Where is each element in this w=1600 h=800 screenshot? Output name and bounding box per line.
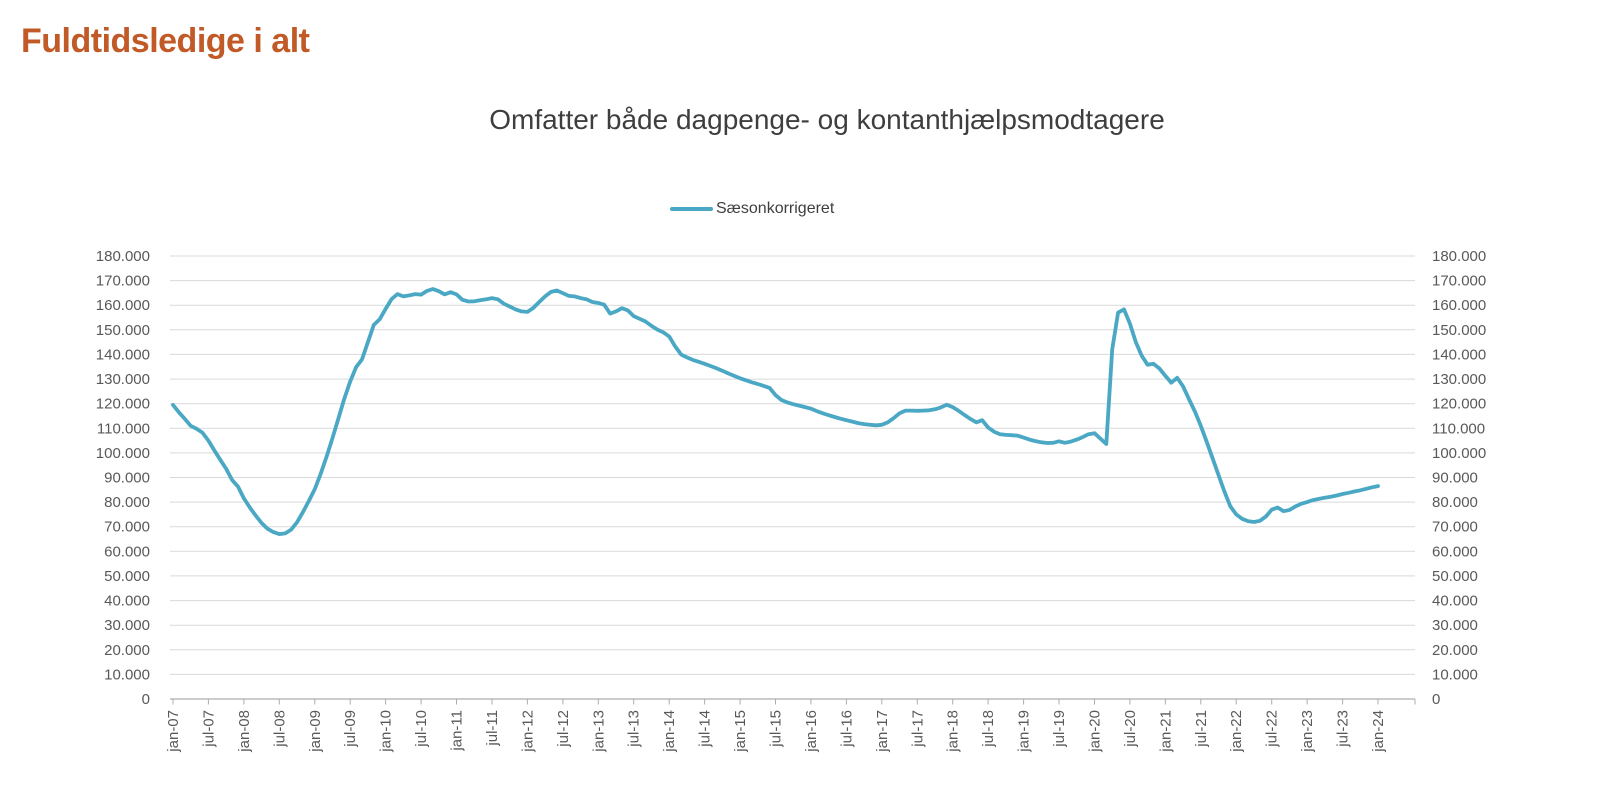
y-axis-label-left: 60.000 (104, 543, 150, 560)
seasonally-adjusted-line (171, 287, 1380, 536)
y-axis-label-left: 150.000 (96, 322, 150, 339)
x-axis-label: jan-15 (732, 710, 749, 753)
y-axis-labels-left: 180.000 170.000 160.000 150.000 140.000 130.0… (96, 248, 150, 708)
x-axis-label: jan-17 (874, 710, 891, 753)
gridlines (170, 255, 1415, 675)
y-axis-label-left: 100.000 (96, 445, 150, 462)
y-axis-label-left: 0 (142, 691, 150, 708)
x-axis-label: jan-10 (378, 710, 395, 753)
y-axis-label-right: 180.000 (1432, 248, 1486, 265)
x-axis-label: jul-21 (1193, 710, 1210, 748)
x-axis-label: jan-08 (236, 710, 253, 753)
x-axis-label: jan-20 (1087, 710, 1104, 753)
x-axis-label: jul-11 (484, 710, 501, 747)
y-axis-label-right: 10.000 (1432, 666, 1478, 683)
x-axis-label: jan-22 (1228, 710, 1245, 753)
y-axis-label-left: 130.000 (96, 371, 150, 388)
y-axis-label-left: 180.000 (96, 248, 150, 265)
y-axis-label-left: 40.000 (104, 593, 150, 610)
y-axis-label-right: 140.000 (1432, 346, 1486, 363)
chart-title: Omfatter både dagpenge- og kontanthjælps… (489, 104, 1165, 135)
y-axis-label-right: 40.000 (1432, 593, 1478, 610)
y-axis-label-left: 170.000 (96, 273, 150, 290)
x-axis-label: jul-16 (838, 710, 855, 748)
x-axis-label: jul-23 (1335, 710, 1352, 748)
x-axis-label: jan-19 (1016, 710, 1033, 753)
x-axis-label: jan-16 (803, 710, 820, 753)
y-axis-label-left: 70.000 (104, 519, 150, 536)
y-axis-label-left: 50.000 (104, 568, 150, 585)
x-axis-labels: jan-07 jul-07 jan-08 jul-08 jan-09 jul-09 jan-… (165, 710, 1387, 753)
y-axis-label-right: 20.000 (1432, 642, 1478, 659)
y-axis-label-right: 150.000 (1432, 322, 1486, 339)
y-axis-label-left: 160.000 (96, 297, 150, 314)
x-axis-label: jul-07 (200, 710, 217, 748)
x-axis-label: jan-12 (519, 710, 536, 753)
x-axis-label: jan-13 (590, 710, 607, 753)
x-axis-label: jan-09 (307, 710, 324, 753)
x-axis-label: jul-14 (697, 710, 714, 748)
y-axis-label-left: 20.000 (104, 642, 150, 659)
x-axis-label: jul-13 (626, 710, 643, 748)
x-axis-label: jul-09 (342, 710, 359, 748)
y-axis-label-right: 50.000 (1432, 568, 1478, 585)
x-axis-label: jan-24 (1370, 710, 1387, 753)
x-axis-label: jan-18 (945, 710, 962, 753)
x-axis-label: jan-11 (449, 710, 466, 752)
x-axis-label: jul-10 (413, 710, 430, 748)
x-axis-label: jul-08 (271, 710, 288, 748)
x-axis-label: jul-12 (555, 710, 572, 748)
y-axis-label-right: 60.000 (1432, 543, 1478, 560)
y-axis-label-left: 110.000 (97, 420, 150, 437)
y-axis-label-left: 30.000 (104, 617, 150, 634)
x-axis-label: jan-23 (1299, 710, 1316, 753)
page-title: Fuldtidsledige i alt (21, 22, 310, 60)
x-axis-label: jul-19 (1051, 710, 1068, 748)
y-axis-label-right: 130.000 (1432, 371, 1486, 388)
x-axis-label: jul-20 (1122, 710, 1139, 748)
legend-series-label: Sæsonkorrigeret (716, 200, 835, 217)
y-axis-label-left: 10.000 (104, 666, 150, 683)
y-axis-label-left: 140.000 (96, 346, 150, 363)
x-axis-label: jul-15 (768, 710, 785, 748)
y-axis-label-right: 0 (1432, 691, 1440, 708)
y-axis-label-right: 70.000 (1432, 519, 1478, 536)
y-axis-label-left: 80.000 (104, 494, 150, 511)
x-axis-label: jul-22 (1264, 710, 1281, 748)
legend: Sæsonkorrigeret (670, 197, 834, 221)
y-axis-label-right: 80.000 (1432, 494, 1478, 511)
y-axis-label-right: 90.000 (1432, 470, 1478, 487)
y-axis-label-right: 30.000 (1432, 617, 1478, 634)
x-axis-label: jan-21 (1157, 710, 1174, 753)
y-axis-labels-right: 180.000 170.000 160.000 150.000 140.000 130.0… (1432, 248, 1486, 708)
x-axis-label: jan-14 (661, 710, 678, 753)
y-axis-label-right: 110.000 (1432, 420, 1485, 437)
x-axis-label: jul-17 (909, 710, 926, 748)
legend-line-swatch (670, 207, 713, 211)
y-axis-label-left: 120.000 (96, 396, 150, 413)
x-axis-label: jan-07 (165, 710, 182, 753)
y-axis-label-right: 160.000 (1432, 297, 1486, 314)
y-axis-label-right: 170.000 (1432, 273, 1486, 290)
x-axis-label: jul-18 (980, 710, 997, 748)
y-axis-label-right: 120.000 (1432, 396, 1486, 413)
y-axis-label-left: 90.000 (104, 470, 150, 487)
y-axis-label-right: 100.000 (1432, 445, 1486, 462)
x-axis (170, 698, 1416, 705)
